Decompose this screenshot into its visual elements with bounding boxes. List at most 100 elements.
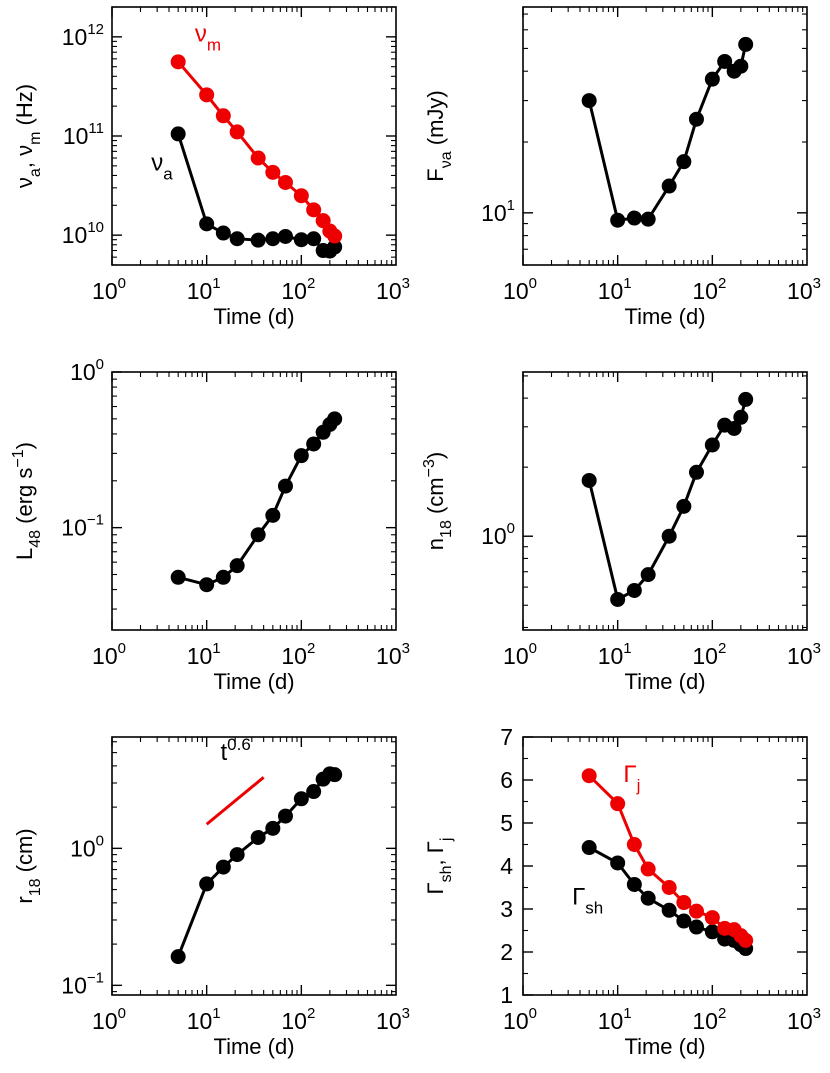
y-tick-label: 2 <box>500 939 513 965</box>
x-tick-label: 101 <box>187 1005 221 1034</box>
y-tick-label: 100 <box>70 832 104 861</box>
series-1 <box>581 391 754 607</box>
data-point <box>640 211 656 227</box>
y-tick-label: 101 <box>481 197 515 226</box>
data-point <box>306 202 322 218</box>
plot-frame <box>111 371 397 631</box>
y-axis-label: n18​ (cm−3​) <box>421 452 455 550</box>
plot-frame <box>111 6 397 266</box>
data-point <box>199 876 215 892</box>
y-axis-label: Fνa​ (mJy) <box>423 90 455 181</box>
panel-1: 100 101 102 103 1010 1011 1012 Time (d) νa​, νm​… <box>12 6 410 329</box>
x-tick-label: 101 <box>187 640 221 669</box>
data-point <box>199 216 215 232</box>
data-point <box>277 174 293 190</box>
data-point <box>688 464 704 480</box>
plot-frame <box>522 371 808 631</box>
data-point <box>277 228 293 244</box>
data-point <box>581 472 597 488</box>
data-point <box>581 768 597 784</box>
data-point <box>661 902 677 918</box>
x-tick-label: 100 <box>92 640 126 669</box>
data-point <box>306 436 322 452</box>
x-tick-label: 103 <box>376 640 410 669</box>
x-tick-label: 103 <box>787 640 821 669</box>
data-point <box>640 567 656 583</box>
y-tick-label: 1012 <box>62 21 104 50</box>
data-point <box>626 210 642 226</box>
data-point <box>277 808 293 824</box>
panel-3: 100 101 102 103 10−1 100 Time (d) L48​ (erg s−1… <box>10 356 410 694</box>
x-tick-label: 100 <box>503 1005 537 1034</box>
x-tick-label: 103 <box>787 1005 821 1034</box>
y-tick-label: 10−1 <box>61 512 104 541</box>
series-annotation: νm <box>195 20 221 54</box>
y-tick-label: 3 <box>500 896 513 922</box>
data-point <box>733 409 749 425</box>
data-point <box>170 54 186 70</box>
x-tick-label: 103 <box>787 275 821 304</box>
data-point <box>676 895 692 911</box>
x-tick-label: 102 <box>692 275 726 304</box>
x-tick-label: 102 <box>692 1005 726 1034</box>
data-point <box>199 577 215 593</box>
data-point <box>676 498 692 514</box>
series-annotation: Γj <box>623 761 640 795</box>
x-tick-label: 100 <box>503 640 537 669</box>
data-point <box>704 924 720 940</box>
x-axis-label: Time (d) <box>624 1034 705 1059</box>
data-point <box>626 582 642 598</box>
data-point <box>688 903 704 919</box>
plot-frame <box>522 736 808 996</box>
series-1 <box>581 36 754 228</box>
data-point <box>661 178 677 194</box>
data-point <box>293 448 309 464</box>
data-point <box>610 212 626 228</box>
data-point <box>610 796 626 812</box>
y-axis-label: L48​ (erg s−1​) <box>10 442 44 560</box>
x-axis-label: Time (d) <box>624 304 705 329</box>
series-1 <box>170 126 343 259</box>
x-tick-label: 102 <box>281 640 315 669</box>
y-axis-label: νa​, νm​ (Hz) <box>12 84 44 188</box>
data-point <box>640 890 656 906</box>
data-point <box>170 569 186 585</box>
plot-frame <box>522 6 808 266</box>
data-point <box>626 876 642 892</box>
data-point <box>215 569 231 585</box>
data-point <box>610 855 626 871</box>
x-tick-label: 102 <box>281 1005 315 1034</box>
data-point <box>250 232 266 248</box>
data-point <box>738 391 754 407</box>
data-point <box>738 36 754 52</box>
data-point <box>293 232 309 248</box>
data-point <box>327 239 343 255</box>
x-tick-label: 102 <box>692 640 726 669</box>
y-tick-label: 1010 <box>62 219 104 248</box>
data-point <box>215 108 231 124</box>
data-point <box>170 949 186 965</box>
data-point <box>581 93 597 109</box>
data-point <box>327 228 343 244</box>
y-tick-label: 1 <box>500 982 513 1008</box>
panel-5: 100 101 102 103 10−1 100 Time (d) r18​ (cm) t0.6 <box>12 735 410 1059</box>
series-line <box>176 772 335 958</box>
data-point <box>265 164 281 180</box>
y-tick-label: 100 <box>70 356 104 385</box>
data-point <box>250 830 266 846</box>
data-point <box>250 527 266 543</box>
series-line <box>587 44 748 222</box>
y-tick-label: 7 <box>500 724 513 750</box>
reference-slope-line <box>205 776 265 826</box>
data-point <box>293 791 309 807</box>
series-2 <box>170 54 343 244</box>
data-point <box>306 784 322 800</box>
data-point <box>733 58 749 74</box>
data-point <box>293 188 309 204</box>
series-1 <box>170 411 343 593</box>
data-point <box>738 932 754 948</box>
data-point <box>229 847 245 863</box>
series-annotation: Γsh <box>572 884 603 918</box>
